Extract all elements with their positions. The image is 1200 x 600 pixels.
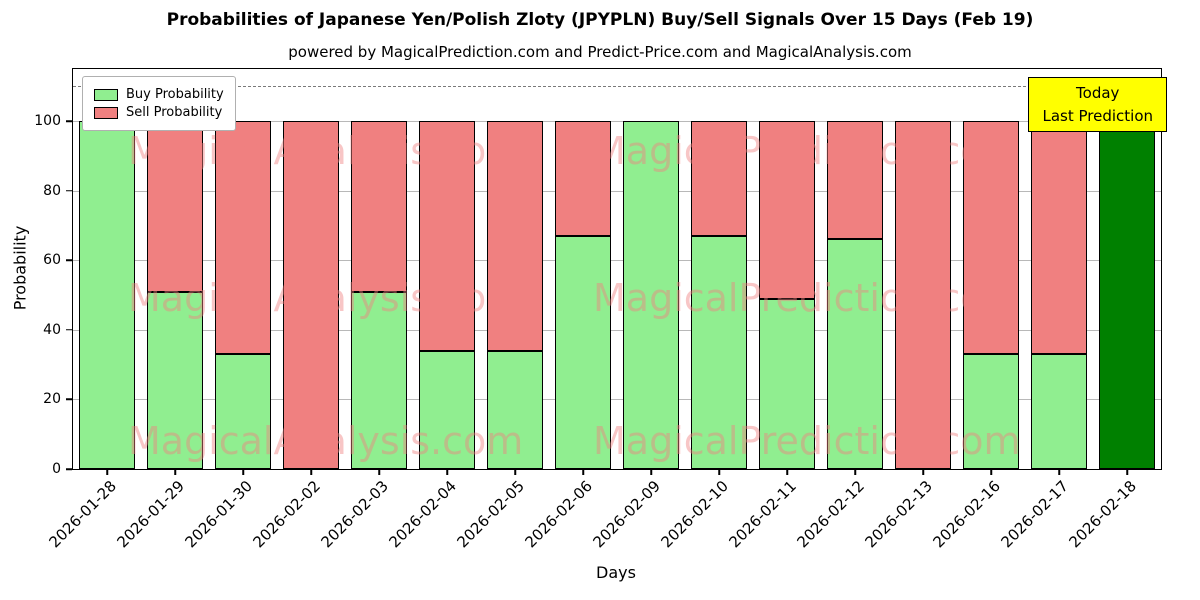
x-tick-label: 2026-02-02 <box>249 477 324 552</box>
y-tick-label: 80 <box>43 182 61 199</box>
buy-bar-segment <box>1099 121 1155 469</box>
y-tick-label: 0 <box>52 461 61 477</box>
y-tick-mark <box>66 189 72 192</box>
x-tick-label: 2026-02-05 <box>453 477 528 552</box>
sell-bar-segment <box>487 121 543 351</box>
y-tick-mark <box>66 398 72 401</box>
sell-bar-segment <box>351 121 407 292</box>
sell-bar-segment <box>963 121 1019 355</box>
y-gridline <box>73 121 1161 123</box>
y-gridline <box>73 260 1161 262</box>
y-tick-mark <box>66 259 72 262</box>
buy-bar-segment <box>419 350 475 469</box>
y-tick-label: 60 <box>43 252 61 269</box>
x-tick-mark <box>718 469 720 475</box>
y-axis-label: Probability <box>10 225 30 311</box>
x-tick-label: 2026-01-30 <box>181 477 256 552</box>
sell-color-swatch <box>94 106 118 119</box>
x-tick-mark <box>174 469 176 475</box>
buy-bar-segment <box>555 235 611 469</box>
buy-bar-segment <box>623 121 679 469</box>
x-tick-mark <box>922 469 924 475</box>
y-tick-mark <box>66 120 72 122</box>
x-tick-label: 2026-02-16 <box>929 477 1004 552</box>
buy-bar-segment <box>147 291 203 469</box>
sell-bar-segment <box>419 121 475 351</box>
sell-bar-segment <box>827 121 883 240</box>
sell-bar-segment <box>555 121 611 236</box>
x-tick-label: 2026-02-06 <box>521 477 596 552</box>
x-tick-mark <box>242 469 244 475</box>
buy-bar-segment <box>827 239 883 469</box>
x-tick-label: 2026-02-03 <box>317 477 392 552</box>
legend-item-buy: Buy Probability <box>94 87 224 102</box>
today-annotation-line2: Last Prediction <box>1042 106 1153 125</box>
x-tick-mark <box>446 469 448 475</box>
buy-bar-segment <box>963 354 1019 469</box>
y-gridline <box>73 329 1161 331</box>
x-tick-mark <box>1058 469 1060 475</box>
x-tick-label: 2026-02-18 <box>1065 477 1140 552</box>
buy-bar-segment <box>79 121 135 469</box>
x-tick-mark <box>1126 469 1128 475</box>
threshold-dashed-line <box>73 86 1161 88</box>
legend-label-sell: Sell Probability <box>126 105 223 120</box>
x-tick-label: 2026-02-04 <box>385 477 460 552</box>
x-tick-label: 2026-02-12 <box>793 477 868 552</box>
y-tick-label: 100 <box>34 113 61 130</box>
today-annotation: Today Last Prediction <box>1028 77 1167 132</box>
y-tick-label: 20 <box>43 391 61 408</box>
x-tick-label: 2026-01-29 <box>113 477 188 552</box>
x-tick-mark <box>786 469 788 475</box>
sell-bar-segment <box>147 121 203 292</box>
y-tick-mark <box>66 329 72 331</box>
chart-subtitle: powered by MagicalPrediction.com and Pre… <box>288 43 912 61</box>
x-tick-label: 2026-02-09 <box>589 477 664 552</box>
buy-bar-segment <box>1031 354 1087 469</box>
sell-bar-segment <box>895 121 951 469</box>
y-tick-mark <box>66 468 72 470</box>
chart-title: Probabilities of Japanese Yen/Polish Zlo… <box>166 10 1034 30</box>
buy-color-swatch <box>94 88 118 101</box>
buy-bar-segment <box>691 235 747 469</box>
sell-bar-segment <box>691 121 747 236</box>
x-tick-mark <box>990 469 992 475</box>
legend-label-buy: Buy Probability <box>126 87 224 102</box>
x-tick-label: 2026-02-17 <box>997 477 1072 552</box>
x-tick-label: 2026-02-11 <box>725 477 800 552</box>
legend: Buy Probability Sell Probability <box>82 76 236 131</box>
x-tick-mark <box>378 469 380 475</box>
buy-bar-segment <box>759 298 815 469</box>
buy-bar-segment <box>351 291 407 469</box>
x-tick-mark <box>310 469 312 475</box>
x-axis-label: Days <box>596 563 636 582</box>
x-tick-mark <box>106 469 108 475</box>
plot-area: Buy Probability Sell Probability Today L… <box>34 68 1167 551</box>
x-tick-mark <box>650 469 652 475</box>
sell-bar-segment <box>215 121 271 355</box>
buy-bar-segment <box>215 354 271 469</box>
x-tick-mark <box>582 469 584 475</box>
buy-bar-segment <box>487 350 543 469</box>
x-tick-label: 2026-02-13 <box>861 477 936 552</box>
x-tick-mark <box>514 469 516 475</box>
y-tick-label: 40 <box>43 321 61 338</box>
legend-item-sell: Sell Probability <box>94 105 224 120</box>
x-tick-mark <box>854 469 856 475</box>
y-gridline <box>73 399 1161 401</box>
sell-bar-segment <box>759 121 815 299</box>
y-gridline <box>73 190 1161 192</box>
x-tick-label: 2026-02-10 <box>657 477 732 552</box>
today-annotation-line1: Today <box>1076 84 1120 102</box>
sell-bar-segment <box>283 121 339 469</box>
x-tick-label: 2026-01-28 <box>45 477 120 552</box>
sell-bar-segment <box>1031 121 1087 355</box>
